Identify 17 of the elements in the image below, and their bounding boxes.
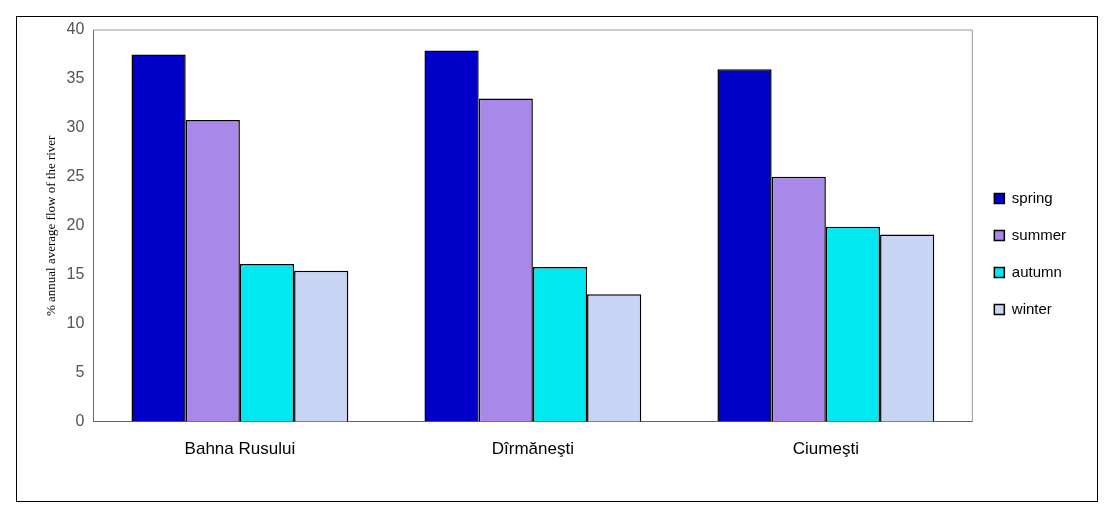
x-tick-label: Ciumeşti	[792, 439, 859, 459]
x-tick-label: Dîrmăneşti	[491, 439, 574, 459]
legend-label: winter	[1010, 299, 1052, 317]
y-tick-label: 25	[66, 167, 85, 185]
y-tick-label: 10	[66, 314, 85, 332]
y-tick-label: 20	[66, 216, 85, 234]
y-tick-label: 30	[66, 118, 85, 136]
y-tick-label: 15	[66, 265, 85, 283]
y-axis-title: % annual average flow of the river	[43, 134, 59, 317]
legend-label: summer	[1011, 225, 1066, 243]
x-tick-label: Bahna Rusului	[184, 439, 296, 459]
legend-label: spring	[1011, 188, 1053, 206]
y-tick-label: 35	[66, 69, 85, 87]
legend-label: autumn	[1011, 262, 1062, 280]
y-tick-label: 40	[66, 20, 85, 38]
y-tick-label: 0	[75, 412, 85, 430]
y-tick-label: 5	[75, 363, 85, 381]
